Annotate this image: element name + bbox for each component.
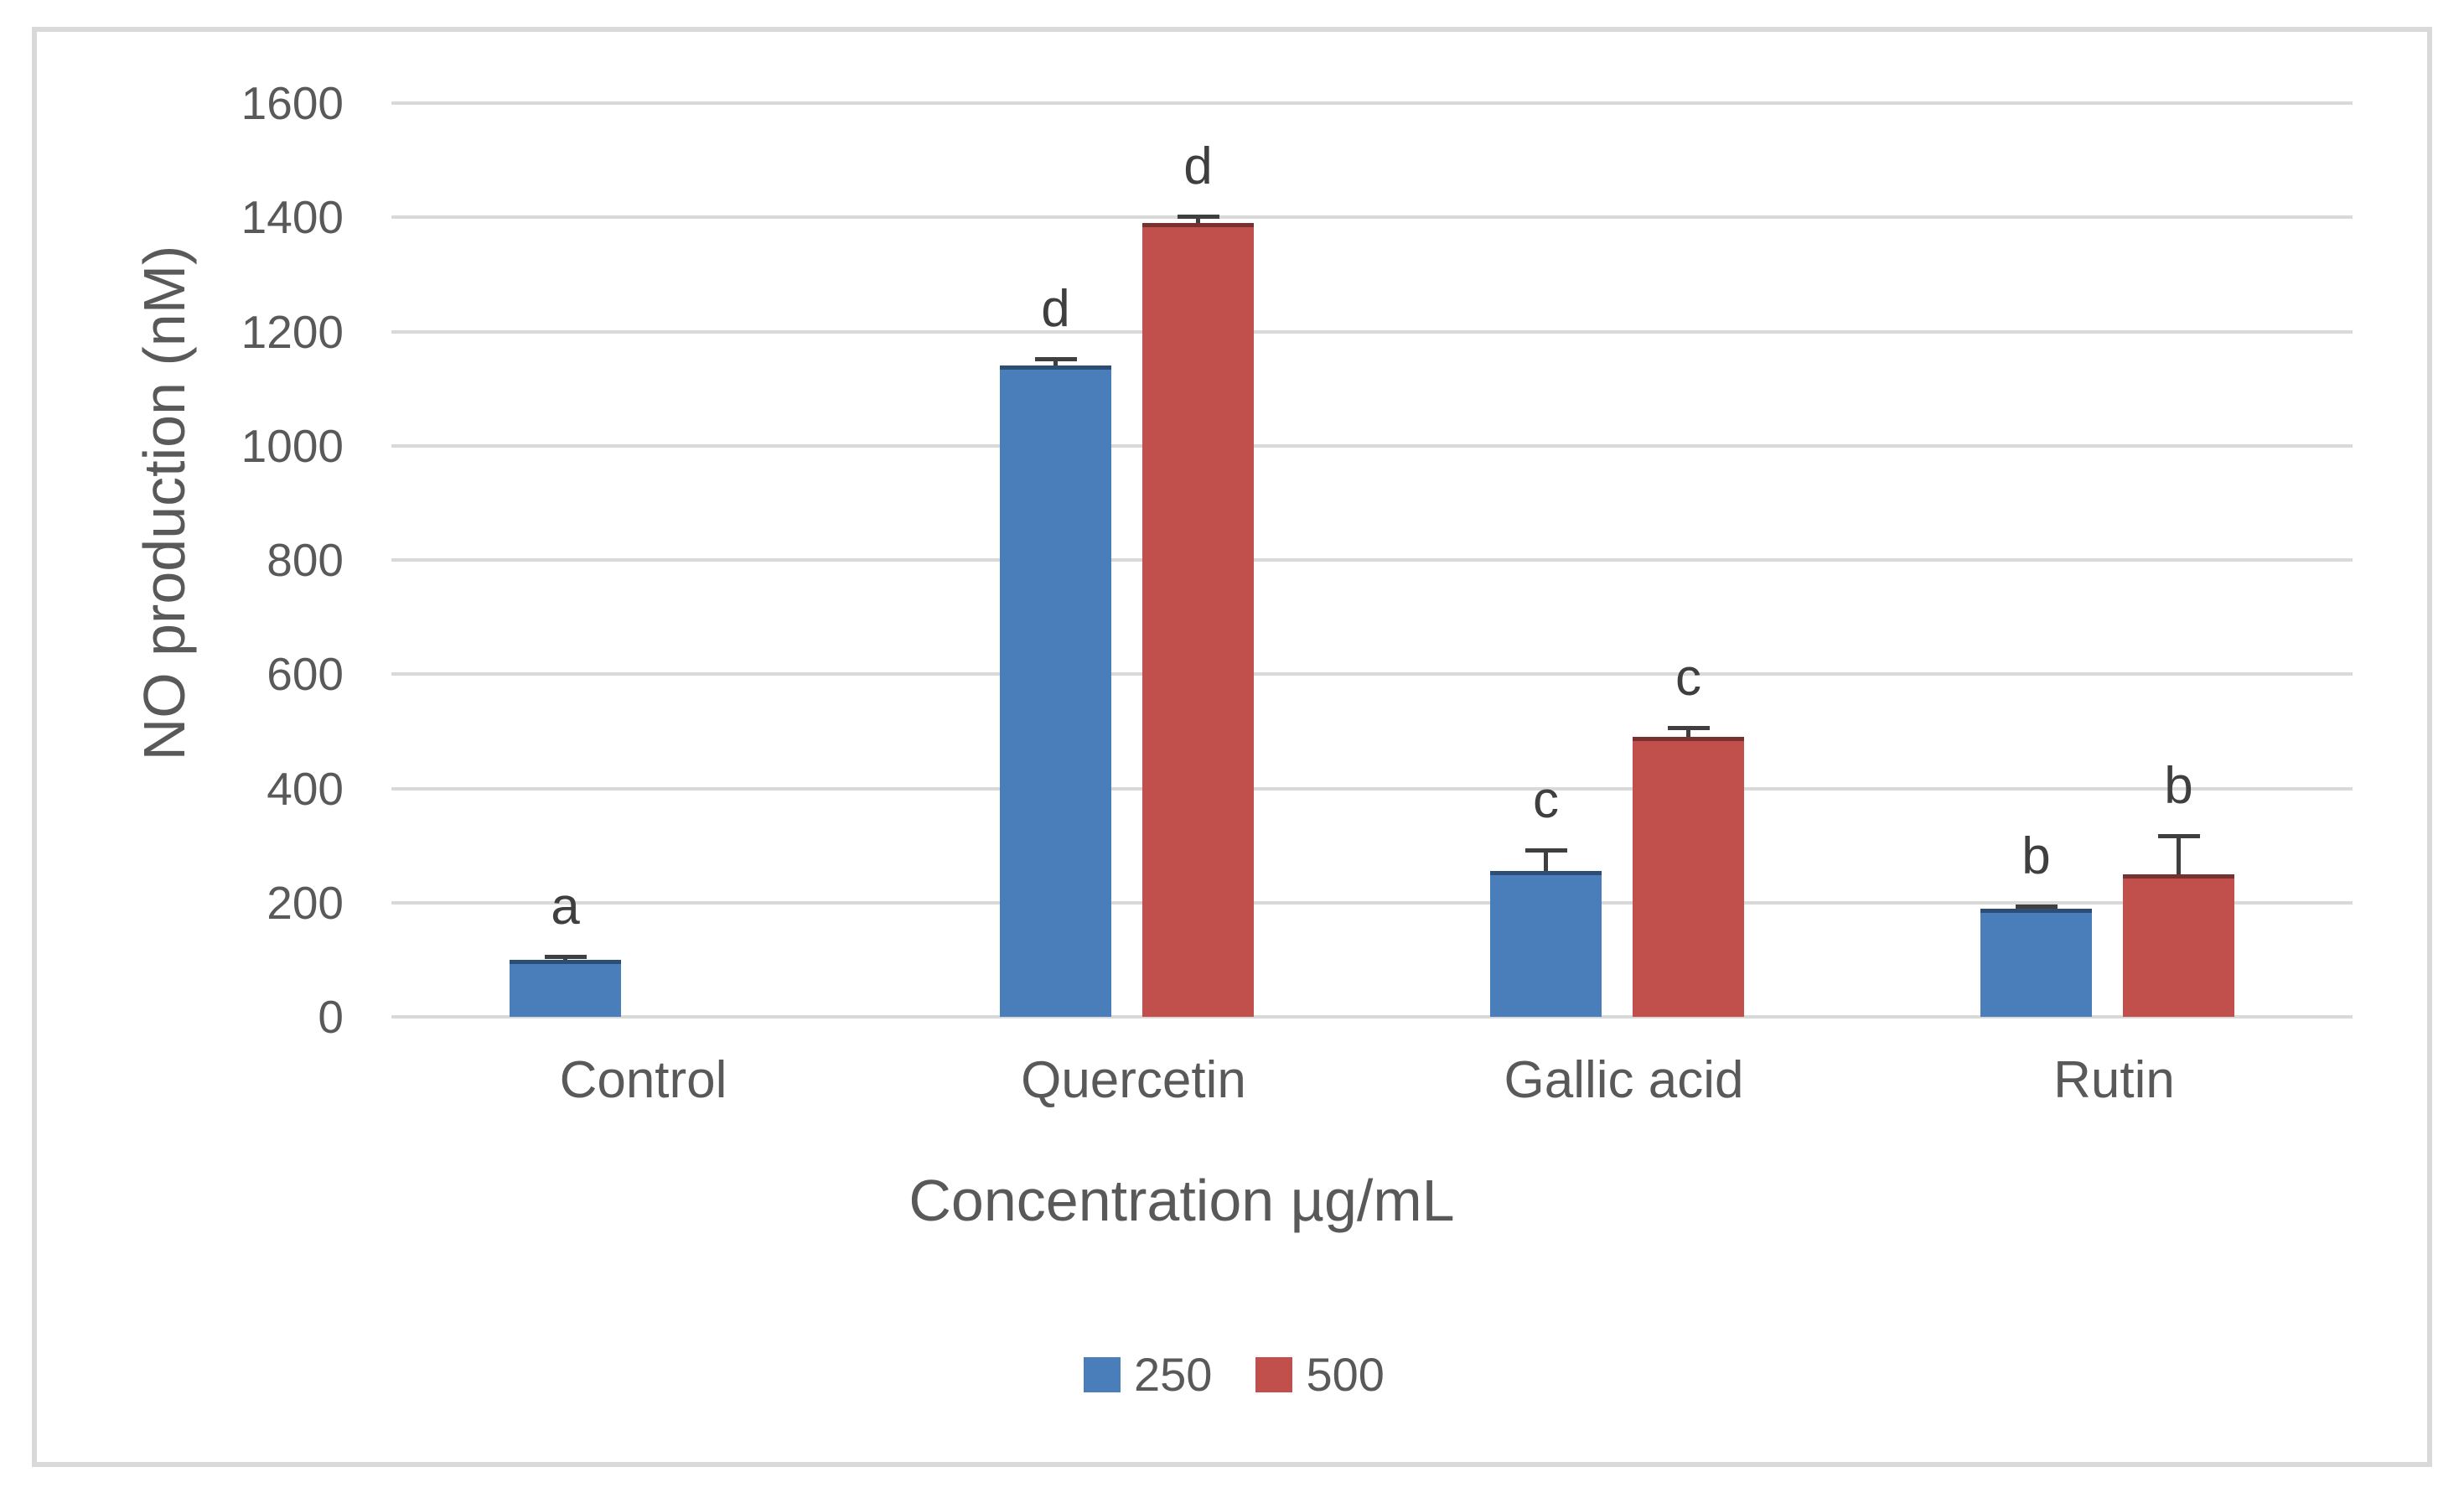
gridline-y-600 bbox=[391, 672, 2353, 676]
significance-letter: c bbox=[1675, 648, 1701, 707]
y-axis-tick-label: 800 bbox=[267, 534, 344, 586]
y-axis-tick-label: 0 bbox=[318, 991, 344, 1043]
y-axis-tick-label: 1000 bbox=[241, 419, 344, 472]
gridline-y-0 bbox=[391, 1015, 2353, 1019]
legend-label-250: 250 bbox=[1134, 1348, 1213, 1401]
legend-swatch-250 bbox=[1084, 1357, 1121, 1392]
legend: 250 500 bbox=[1084, 1351, 1385, 1398]
gridline-y-800 bbox=[391, 558, 2353, 562]
error-bar-stem bbox=[1196, 214, 1200, 224]
error-bar-stem bbox=[1686, 725, 1690, 738]
significance-letter: c bbox=[1533, 771, 1559, 830]
significance-letter: b bbox=[2164, 757, 2193, 815]
y-axis-tick-label: 400 bbox=[267, 762, 344, 815]
error-bar-cap bbox=[1667, 725, 1710, 730]
bar-rutin-500 bbox=[2123, 873, 2234, 1017]
error-bar-cap bbox=[544, 955, 587, 960]
bar-rutin-250 bbox=[1980, 908, 2092, 1017]
category-label-quercetin: Quercetin bbox=[1021, 1051, 1246, 1109]
error-bar-cap bbox=[2157, 834, 2200, 838]
gridline-y-200 bbox=[391, 900, 2353, 905]
bar-control-250 bbox=[510, 959, 621, 1017]
significance-letter: d bbox=[1041, 280, 1070, 339]
category-label-control: Control bbox=[559, 1051, 727, 1109]
gridline-y-1000 bbox=[391, 443, 2353, 448]
significance-letter: a bbox=[551, 878, 580, 936]
y-axis-tick-label: 1400 bbox=[241, 191, 344, 244]
error-bar-cap bbox=[2015, 905, 2058, 910]
legend-label-500: 500 bbox=[1306, 1348, 1385, 1401]
y-axis-tick-label: 200 bbox=[267, 876, 344, 929]
bar-quercetin-500 bbox=[1142, 223, 1254, 1017]
plot-area: a d d c c b b bbox=[391, 101, 2353, 1019]
bar-gallic-acid-250 bbox=[1490, 871, 1602, 1017]
category-label-gallic-acid: Gallic acid bbox=[1504, 1051, 1744, 1109]
gridline-y-1200 bbox=[391, 329, 2353, 334]
error-bar-cap bbox=[1177, 214, 1219, 219]
gridline-y-400 bbox=[391, 786, 2353, 790]
error-bar-cap bbox=[1524, 848, 1567, 853]
y-axis-tick-label: 600 bbox=[267, 648, 344, 701]
error-bar-stem bbox=[1544, 848, 1548, 872]
y-axis-tick-label: 1200 bbox=[241, 305, 344, 358]
significance-letter: b bbox=[2021, 827, 2051, 886]
legend-item-250: 250 bbox=[1084, 1351, 1212, 1398]
gridline-y-1400 bbox=[391, 215, 2353, 220]
category-label-rutin: Rutin bbox=[2053, 1051, 2175, 1109]
error-bar-cap bbox=[1034, 357, 1077, 362]
gridline-y-1600 bbox=[391, 101, 2353, 105]
legend-item-500: 500 bbox=[1255, 1348, 1385, 1401]
bar-gallic-acid-500 bbox=[1633, 737, 1744, 1017]
significance-letter: d bbox=[1183, 137, 1213, 195]
bar-quercetin-250 bbox=[1000, 365, 1111, 1017]
error-bar-stem bbox=[1053, 357, 1058, 366]
error-bar-stem bbox=[2177, 834, 2181, 874]
x-axis-title: Concentration µg/mL bbox=[908, 1168, 1455, 1233]
legend-swatch-500 bbox=[1255, 1357, 1293, 1392]
y-axis-tick-label: 1600 bbox=[241, 77, 344, 129]
